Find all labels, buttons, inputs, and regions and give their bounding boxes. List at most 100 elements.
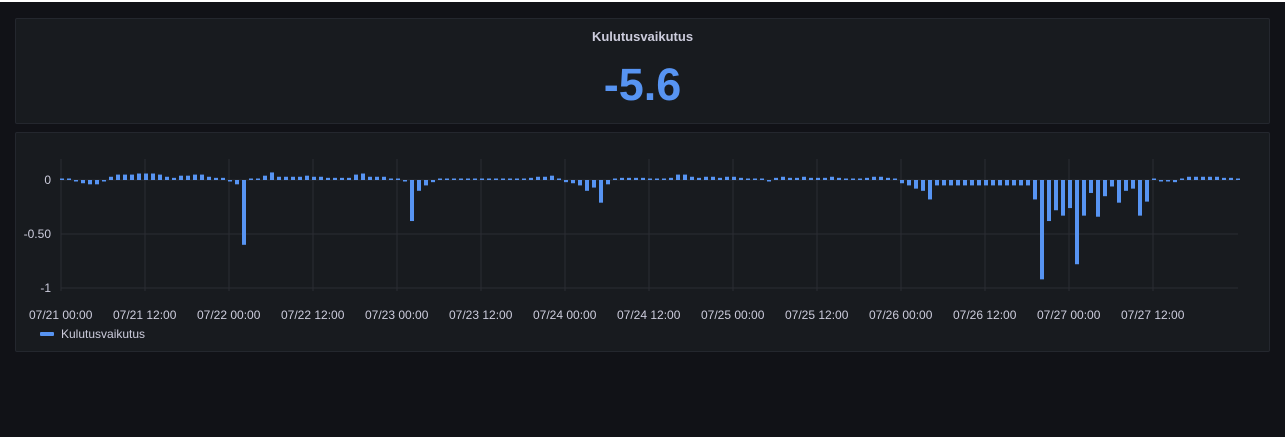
chart-bar[interactable] xyxy=(326,177,330,180)
chart-bar[interactable] xyxy=(1131,180,1135,189)
chart-bar[interactable] xyxy=(956,180,960,186)
chart-bar[interactable] xyxy=(718,177,722,180)
chart-bar[interactable] xyxy=(998,180,1002,186)
chart-bar[interactable] xyxy=(417,180,421,191)
chart-bar[interactable] xyxy=(1152,178,1156,181)
chart-bar[interactable] xyxy=(165,176,169,180)
chart-bar[interactable] xyxy=(347,177,351,180)
chart-bar[interactable] xyxy=(830,176,834,180)
chart-bar[interactable] xyxy=(529,177,533,180)
chart-bar[interactable] xyxy=(1215,176,1219,180)
chart-bar[interactable] xyxy=(522,178,526,181)
chart-bar[interactable] xyxy=(508,178,512,181)
chart-bar[interactable] xyxy=(872,176,876,180)
chart-bar[interactable] xyxy=(319,176,323,180)
chart-bar[interactable] xyxy=(452,178,456,181)
chart-bar[interactable] xyxy=(585,180,589,191)
chart-bar[interactable] xyxy=(620,177,624,180)
chart-bar[interactable] xyxy=(1159,180,1163,182)
chart-bar[interactable] xyxy=(312,176,316,180)
chart-bar[interactable] xyxy=(676,174,680,180)
chart-bar[interactable] xyxy=(459,178,463,181)
chart-bar[interactable] xyxy=(942,180,946,186)
chart-bar[interactable] xyxy=(193,174,197,180)
chart-bar[interactable] xyxy=(137,173,141,180)
chart-bar[interactable] xyxy=(536,176,540,180)
chart-bar[interactable] xyxy=(865,177,869,180)
chart-bar[interactable] xyxy=(1061,180,1065,216)
chart-bar[interactable] xyxy=(851,178,855,181)
chart-bar[interactable] xyxy=(1096,180,1100,217)
chart-bar[interactable] xyxy=(214,177,218,180)
chart-bar[interactable] xyxy=(431,180,435,183)
chart-bar[interactable] xyxy=(648,178,652,181)
chart-bar[interactable] xyxy=(1180,178,1184,181)
chart-bar[interactable] xyxy=(795,177,799,180)
chart-bar[interactable] xyxy=(396,178,400,181)
chart-bar[interactable] xyxy=(760,178,764,181)
chart-bar[interactable] xyxy=(1236,178,1240,181)
chart-bar[interactable] xyxy=(151,173,155,180)
chart-bar[interactable] xyxy=(361,173,365,180)
chart-bar[interactable] xyxy=(1194,176,1198,180)
chart-bar[interactable] xyxy=(886,177,890,180)
chart-bar[interactable] xyxy=(662,178,666,181)
chart-bar[interactable] xyxy=(221,177,225,180)
chart-bar[interactable] xyxy=(599,180,603,203)
chart-bar[interactable] xyxy=(914,180,918,189)
chart-bar[interactable] xyxy=(900,180,904,184)
chart-bar[interactable] xyxy=(1124,180,1128,191)
chart-bar[interactable] xyxy=(494,178,498,181)
chart-bar[interactable] xyxy=(627,177,631,180)
chart-bar[interactable] xyxy=(466,178,470,181)
chart-bar[interactable] xyxy=(1208,176,1212,180)
chart-bar[interactable] xyxy=(753,178,757,181)
chart-bar[interactable] xyxy=(1089,180,1093,193)
chart-bar[interactable] xyxy=(207,176,211,180)
chart-bar[interactable] xyxy=(235,180,239,185)
chart-bar[interactable] xyxy=(823,177,827,180)
chart-bar[interactable] xyxy=(438,178,442,181)
chart-bar[interactable] xyxy=(683,174,687,180)
chart-bar[interactable] xyxy=(893,178,897,181)
chart-bar[interactable] xyxy=(788,177,792,180)
chart-bar[interactable] xyxy=(984,180,988,186)
chart-bar[interactable] xyxy=(354,174,358,180)
chart-bar[interactable] xyxy=(928,180,932,200)
chart-bar[interactable] xyxy=(263,175,267,180)
chart-bar[interactable] xyxy=(802,176,806,180)
chart-bar[interactable] xyxy=(550,175,554,180)
chart-bar[interactable] xyxy=(767,180,771,182)
chart-bar[interactable] xyxy=(746,178,750,181)
chart-bar[interactable] xyxy=(158,174,162,180)
chart-bar[interactable] xyxy=(774,177,778,180)
chart-bar[interactable] xyxy=(291,176,295,180)
chart-bar[interactable] xyxy=(592,180,596,188)
chart-bar[interactable] xyxy=(1054,180,1058,211)
chart-bar[interactable] xyxy=(74,180,78,182)
chart-bar[interactable] xyxy=(655,178,659,181)
chart-bar[interactable] xyxy=(403,180,407,182)
chart-bar[interactable] xyxy=(837,177,841,180)
chart-bar[interactable] xyxy=(781,176,785,180)
chart-bar[interactable] xyxy=(368,176,372,180)
chart-bar[interactable] xyxy=(858,178,862,181)
chart-bar[interactable] xyxy=(242,180,246,245)
chart-bar[interactable] xyxy=(480,178,484,181)
chart-bar[interactable] xyxy=(305,175,309,180)
chart-bar[interactable] xyxy=(1110,180,1114,187)
chart-bar[interactable] xyxy=(879,176,883,180)
chart-bar[interactable] xyxy=(816,177,820,180)
chart-bar[interactable] xyxy=(1201,176,1205,180)
chart-bar[interactable] xyxy=(67,178,71,181)
chart-bar[interactable] xyxy=(410,180,414,222)
chart-bar[interactable] xyxy=(298,176,302,180)
chart-bar[interactable] xyxy=(249,178,253,181)
chart-bar[interactable] xyxy=(88,180,92,185)
chart-bar[interactable] xyxy=(963,180,967,186)
chart-bar[interactable] xyxy=(277,176,281,180)
chart-bar[interactable] xyxy=(1229,177,1233,180)
chart-bar[interactable] xyxy=(487,178,491,181)
chart-bar[interactable] xyxy=(977,180,981,186)
chart-bar[interactable] xyxy=(256,178,260,181)
